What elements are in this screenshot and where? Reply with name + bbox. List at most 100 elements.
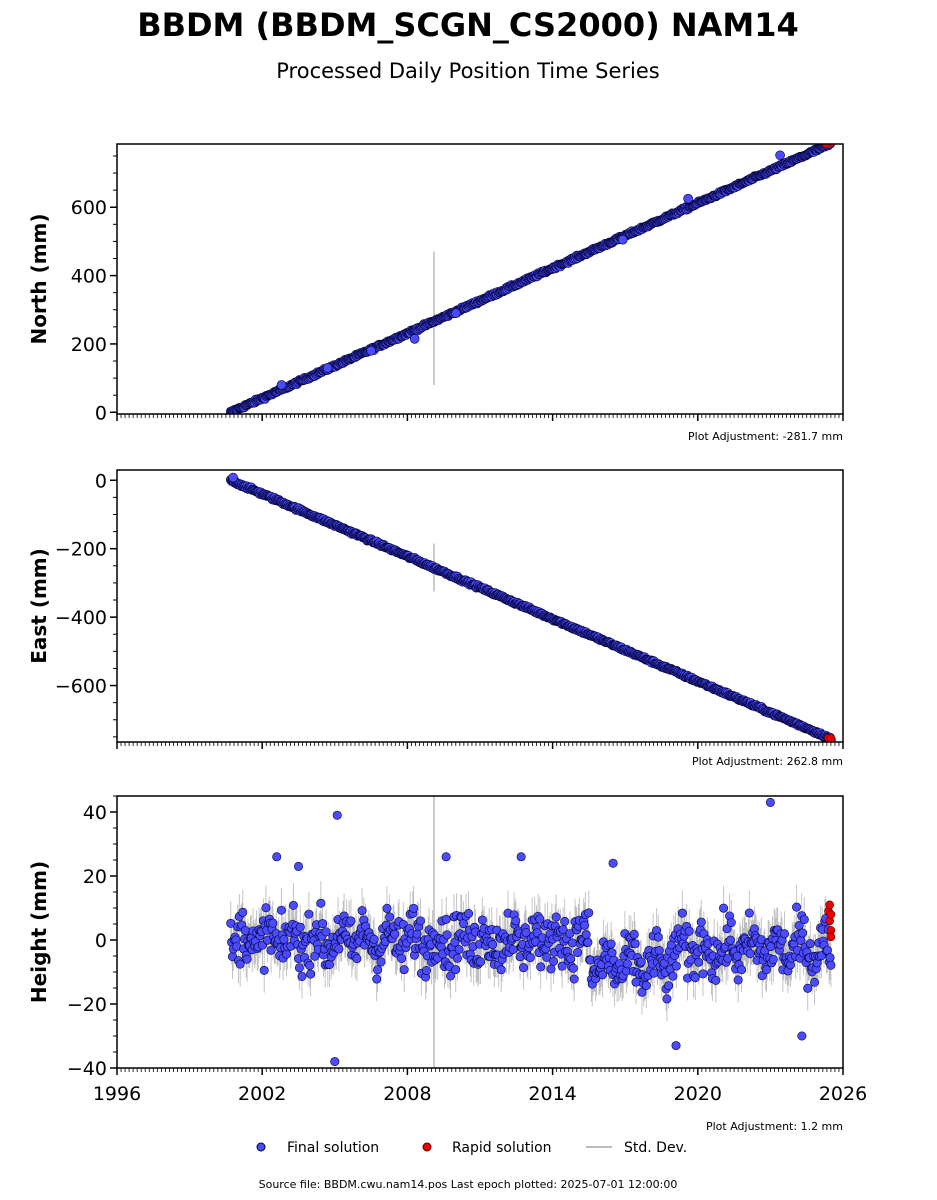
panel-2: −40 −20 0 20 40 Height (mm) 1996 2002 2008 2014 20… [27, 795, 867, 1133]
final-point [322, 363, 333, 373]
final-point [288, 900, 298, 910]
final-point [694, 957, 704, 967]
final-point [357, 906, 367, 916]
final-point [567, 938, 577, 948]
final-point [476, 957, 486, 967]
final-point [508, 945, 518, 955]
final-point [332, 810, 342, 820]
legend-final-marker [256, 1142, 266, 1152]
final-point [677, 908, 687, 918]
final-point [272, 852, 282, 862]
final-point [725, 935, 735, 945]
final-point [711, 975, 721, 985]
y-axis-label: East (mm) [27, 548, 51, 664]
final-point [442, 930, 452, 940]
final-point [775, 150, 785, 161]
x-tick-label: 2008 [383, 1083, 431, 1105]
final-point [560, 916, 570, 926]
final-point [276, 380, 287, 390]
final-point [698, 969, 708, 979]
final-point [630, 939, 640, 949]
final-point [261, 903, 271, 913]
legend: Final solution Rapid solution Std. Dev. [256, 1140, 687, 1156]
final-point [569, 974, 579, 984]
rapid-point [825, 900, 834, 910]
final-point [488, 940, 498, 950]
final-point [671, 1041, 681, 1051]
legend-final-label: Final solution [287, 1140, 379, 1156]
final-point [690, 973, 700, 983]
final-point [496, 965, 506, 975]
final-point [668, 971, 678, 981]
final-point [617, 234, 628, 245]
final-point [810, 977, 820, 987]
final-point [683, 193, 693, 204]
panel-0: 0 200 400 600 North (mm) Plot Adjustment: -28… [27, 143, 844, 443]
plot-adjustment: Plot Adjustment: -281.7 mm [688, 430, 843, 443]
final-point [629, 929, 639, 939]
final-point [294, 963, 304, 973]
final-point [385, 912, 395, 922]
final-point [636, 957, 646, 967]
y-tick-label: −40 [67, 1058, 107, 1080]
final-point [352, 954, 362, 964]
x-tick-label: 2014 [528, 1083, 576, 1105]
final-point [744, 908, 754, 918]
final-point [259, 965, 269, 975]
final-point [399, 965, 409, 975]
final-point [798, 928, 808, 938]
final-point [293, 861, 303, 871]
final-point [330, 1057, 340, 1067]
legend-rapid-marker [422, 1142, 432, 1152]
final-point [732, 951, 742, 961]
final-solution-series [225, 144, 836, 414]
final-point [477, 915, 487, 925]
source-note: Source file: BBDM.cwu.nam14.pos Last epo… [259, 1178, 678, 1191]
final-point [631, 977, 641, 987]
y-tick-label: 600 [71, 197, 107, 219]
final-point [641, 981, 651, 991]
final-point [295, 922, 305, 932]
rapid-point [826, 734, 836, 742]
chart-title: BBDM (BBDM_SCGN_CS2000) NAM14 [137, 6, 799, 44]
final-point [282, 949, 292, 959]
x-axis [116, 742, 844, 749]
legend-std-label: Std. Dev. [624, 1140, 687, 1156]
y-tick-label: 0 [95, 402, 107, 424]
final-point [452, 953, 462, 963]
final-point [390, 929, 400, 939]
y-axis: −40 −20 0 20 40 [67, 795, 117, 1080]
final-point [372, 974, 382, 984]
rapid-point [826, 910, 836, 919]
final-point [516, 852, 526, 862]
final-point [521, 928, 531, 938]
rapid-solution-series [824, 900, 836, 942]
x-tick-label: 2020 [674, 1083, 722, 1105]
final-point [397, 953, 407, 963]
plot-area [225, 472, 836, 742]
y-tick-label: 400 [71, 266, 107, 288]
final-point [316, 898, 326, 908]
final-point [583, 937, 593, 947]
final-point [551, 912, 561, 922]
y-axis-label: North (mm) [27, 213, 51, 344]
final-point [805, 939, 815, 949]
y-tick-label: 0 [95, 470, 107, 492]
y-axis: 0 −200 −400 −600 [55, 470, 117, 738]
final-point [568, 963, 578, 973]
final-point [598, 970, 608, 980]
final-point [745, 949, 755, 959]
final-point [450, 308, 461, 318]
final-point [649, 968, 659, 978]
y-axis: 0 200 400 600 [71, 155, 117, 424]
final-point [324, 959, 334, 969]
y-tick-label: −200 [55, 539, 107, 561]
final-point [542, 952, 552, 962]
x-tick-label: 1996 [93, 1083, 141, 1105]
final-point [719, 903, 729, 913]
final-point [584, 908, 594, 918]
plot-area [226, 796, 836, 1068]
final-point [536, 962, 546, 972]
